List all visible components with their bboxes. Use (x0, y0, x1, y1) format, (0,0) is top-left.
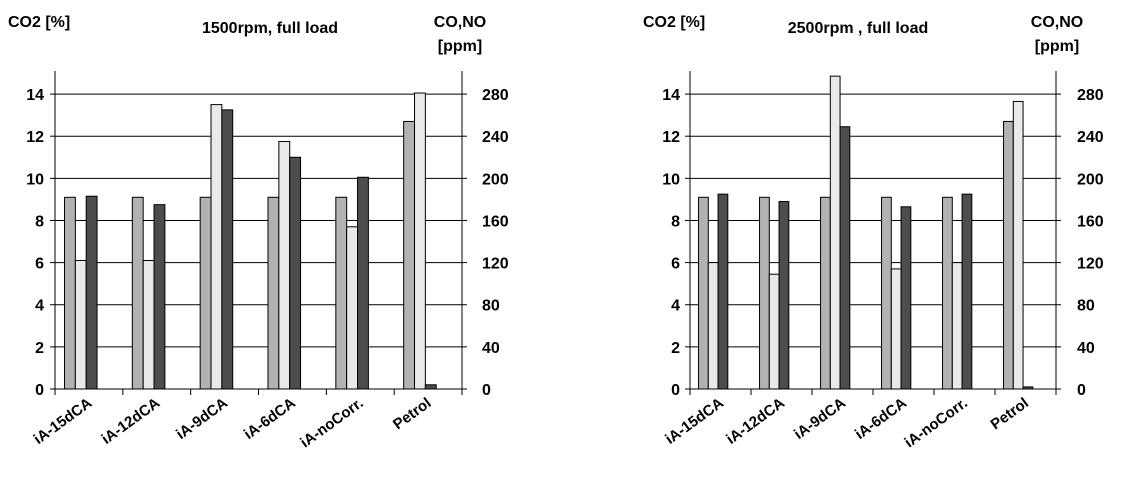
x-tick-label: iA-noCorr. (297, 394, 366, 451)
x-tick-label: Petrol (390, 394, 434, 433)
bar (335, 196, 348, 390)
bar (717, 193, 729, 390)
x-tick-label: iA-9dCA (173, 394, 231, 443)
y-tick-label: 0 (35, 382, 44, 399)
y-tick-label: 8 (671, 213, 680, 230)
bar (199, 196, 212, 390)
bar (424, 384, 437, 390)
y2-axis-label-line: CO,NO (1031, 14, 1083, 31)
y2-axis-label-line: [ppm] (1035, 38, 1079, 55)
bar (961, 193, 973, 390)
y2-axis-label-line: [ppm] (438, 38, 482, 55)
y-tick-label: 4 (671, 298, 680, 315)
bar (820, 196, 831, 390)
x-tick-label: iA-15dCA (662, 394, 727, 448)
bar (1012, 100, 1024, 390)
bar (153, 204, 166, 390)
bar (346, 226, 359, 390)
y2-tick-label: 40 (482, 340, 500, 357)
x-tick-label: iA-12dCA (98, 394, 163, 448)
bar (900, 206, 912, 390)
bar (63, 196, 76, 390)
bar (839, 126, 851, 390)
y-tick-label: 14 (662, 87, 680, 104)
bar (942, 196, 953, 390)
y-tick-label: 6 (671, 256, 680, 273)
y2-tick-label: 80 (1077, 298, 1095, 315)
bar (289, 156, 302, 390)
y2-tick-label: 200 (482, 171, 509, 188)
y-tick-label: 10 (26, 171, 44, 188)
y2-tick-label: 280 (1077, 87, 1104, 104)
y2-tick-label: 40 (1077, 340, 1095, 357)
bar (414, 92, 426, 390)
y-tick-label: 0 (671, 382, 680, 399)
bar (707, 262, 719, 390)
y2-tick-label: 0 (1077, 382, 1086, 399)
y2-tick-label: 200 (1077, 171, 1104, 188)
bar (142, 259, 155, 390)
y-tick-label: 4 (35, 298, 44, 315)
x-tick-label: iA-9dCA (791, 394, 849, 443)
y2-tick-label: 120 (1077, 256, 1104, 273)
x-tick-label: iA-6dCA (241, 394, 299, 443)
y2-tick-label: 120 (482, 256, 509, 273)
chart-2: CO2 [%] 2500rpm , full load CO,NO [ppm] 0 2 4 6… (643, 14, 1104, 451)
y2-tick-label: 280 (482, 87, 509, 104)
y-tick-label: 6 (35, 256, 44, 273)
y-tick-label: 12 (662, 129, 680, 146)
y-tick-label: 10 (662, 171, 680, 188)
bar (210, 104, 223, 390)
y-axis-label: CO2 [%] (643, 14, 705, 31)
y2-tick-label: 160 (482, 213, 509, 230)
bar (221, 109, 234, 390)
x-tick-label: iA-12dCA (723, 394, 788, 448)
bar (403, 120, 416, 390)
y-tick-label: 2 (671, 340, 680, 357)
bar (278, 140, 291, 390)
y2-tick-label: 80 (482, 298, 500, 315)
x-tick-label: iA-6dCA (852, 394, 910, 443)
bar (778, 201, 790, 390)
bar (131, 196, 144, 390)
bar (1003, 120, 1014, 390)
bar (267, 196, 280, 390)
y-tick-label: 12 (26, 129, 44, 146)
bar (881, 196, 892, 390)
bar (890, 268, 902, 390)
x-tick-label: iA-15dCA (31, 394, 96, 448)
y2-tick-label: 240 (482, 129, 509, 146)
y-tick-label: 14 (26, 87, 44, 104)
chart-title: 1500rpm, full load (202, 20, 338, 37)
y2-axis-label-line: CO,NO (434, 14, 486, 31)
bar (829, 75, 841, 390)
bar (768, 273, 780, 390)
y-tick-label: 8 (35, 213, 44, 230)
bar (74, 259, 87, 390)
bar (357, 176, 369, 390)
x-tick-label: iA-noCorr. (902, 394, 971, 451)
y-tick-label: 2 (35, 340, 44, 357)
chart-title: 2500rpm , full load (788, 20, 928, 37)
y2-tick-label: 0 (482, 382, 491, 399)
x-tick-label: Petrol (987, 394, 1031, 433)
bar (759, 196, 770, 390)
y2-tick-label: 240 (1077, 129, 1104, 146)
bar (698, 196, 709, 390)
bar (85, 195, 98, 390)
y-axis-label: CO2 [%] (8, 14, 70, 31)
y2-tick-label: 160 (1077, 213, 1104, 230)
chart-1: CO2 [%] 1500rpm, full load CO,NO [ppm] 0 2 4 6 8… (8, 14, 509, 451)
bar (951, 262, 963, 390)
